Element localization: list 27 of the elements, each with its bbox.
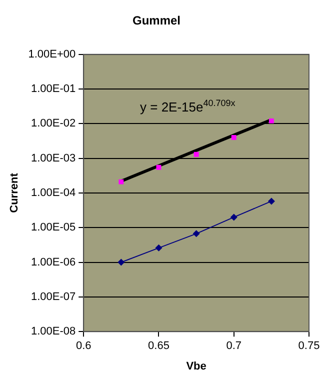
y-tick-label: 1.00E-01 xyxy=(30,83,76,96)
point xyxy=(118,258,125,266)
y-tick-label: 1.00E-07 xyxy=(30,290,76,303)
y-tick-label: 1.00E-05 xyxy=(30,222,76,234)
point xyxy=(230,214,238,221)
x-tick-label: 0.75 xyxy=(298,340,320,352)
point xyxy=(231,135,236,140)
y-tick-label: 1.00E-08 xyxy=(30,326,76,338)
x-tick-label: 0.6 xyxy=(76,340,92,352)
point xyxy=(268,118,274,124)
chart-title: Gummel xyxy=(132,14,181,28)
y-axis-title: Current xyxy=(8,172,21,213)
y-tick-label: 1.00E+00 xyxy=(28,48,76,60)
point xyxy=(194,152,199,157)
y-tick-label: 1.00E-03 xyxy=(30,152,76,164)
point xyxy=(156,164,162,170)
y-tick-label: 1.00E-02 xyxy=(30,118,76,130)
x-axis-title: Vbe xyxy=(186,360,206,372)
y-tick-label: 1.00E-06 xyxy=(30,256,76,268)
x-tick-label: 0.7 xyxy=(226,340,242,352)
x-tick-label: 0.65 xyxy=(148,340,170,352)
point xyxy=(118,179,124,184)
annotation: y = 2E-15e$^{40.709x}$ xyxy=(140,98,236,114)
y-tick-label: 1.00E-04 xyxy=(30,187,76,200)
point xyxy=(155,244,162,252)
point xyxy=(268,198,275,205)
point xyxy=(192,230,200,238)
